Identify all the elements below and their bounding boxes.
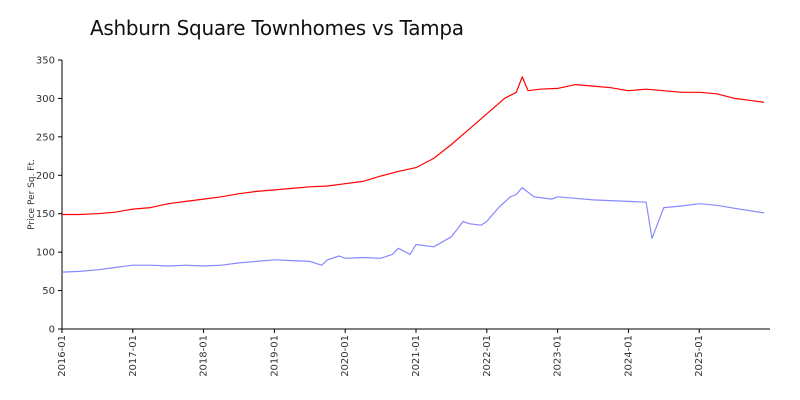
series-line-1	[62, 76, 765, 216]
x-tick-label: 2022-01	[482, 335, 493, 377]
y-tick-label: 0	[49, 325, 55, 336]
x-tick-label: 2021-01	[411, 335, 422, 377]
y-tick-label: 200	[36, 171, 55, 182]
x-tick-label: 2016-01	[57, 335, 68, 377]
y-tick-label: 350	[36, 56, 55, 67]
x-tick-label: 2024-01	[623, 335, 634, 377]
y-tick-label: 250	[36, 132, 55, 143]
y-tick-label: 150	[36, 209, 55, 220]
x-tick-label: 2023-01	[553, 335, 564, 377]
x-tick-label: 2019-01	[269, 335, 280, 377]
x-tick-label: 2018-01	[199, 335, 210, 377]
x-tick-label: 2025-01	[694, 335, 705, 377]
y-tick-label: 300	[36, 94, 55, 105]
chart-title: Ashburn Square Townhomes vs Tampa	[90, 16, 464, 40]
x-tick-label: 2017-01	[128, 335, 139, 377]
series-line-2	[61, 187, 765, 273]
y-tick-label: 50	[42, 286, 55, 297]
x-tick-label: 2020-01	[340, 335, 351, 377]
y-axis-label: Price Per Sq. Ft.	[27, 159, 37, 230]
y-tick-label: 100	[36, 248, 55, 259]
